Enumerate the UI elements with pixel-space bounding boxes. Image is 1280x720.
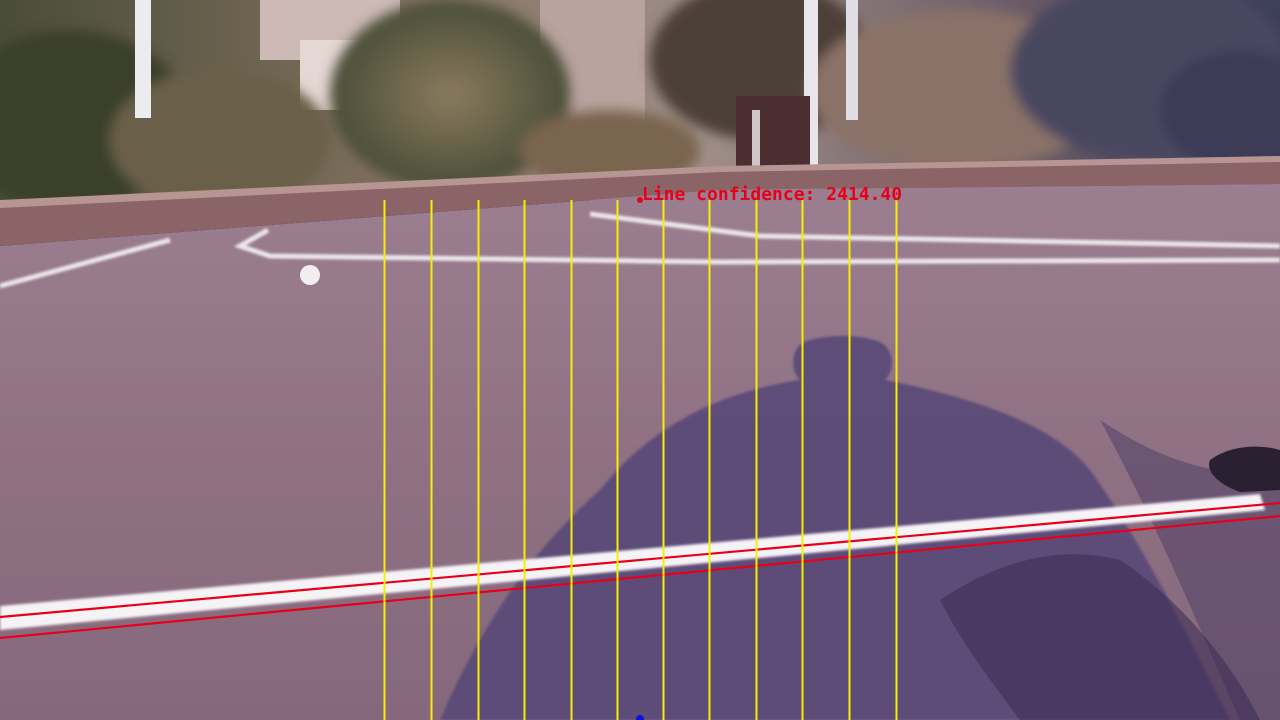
ball xyxy=(300,265,320,285)
label-anchor-marker xyxy=(637,197,643,203)
detected-line-upper xyxy=(0,501,1280,619)
detected-line xyxy=(0,501,1280,640)
detected-line-lower xyxy=(0,514,1280,640)
far-court-lines xyxy=(0,211,1280,289)
perimeter-wall-top xyxy=(0,156,1280,208)
near-court-line xyxy=(0,494,1265,630)
scan-lines xyxy=(383,200,898,720)
dark-object xyxy=(1209,446,1280,492)
shadow-lower-dark xyxy=(940,554,1260,720)
bottom-marker xyxy=(636,715,644,720)
perimeter-wall xyxy=(0,158,1280,246)
gate-bar xyxy=(752,110,760,190)
confidence-label: Line confidence: 2414.40 xyxy=(642,184,902,205)
pole xyxy=(846,0,858,120)
shadow-edge xyxy=(1100,420,1280,720)
pole xyxy=(135,0,151,118)
